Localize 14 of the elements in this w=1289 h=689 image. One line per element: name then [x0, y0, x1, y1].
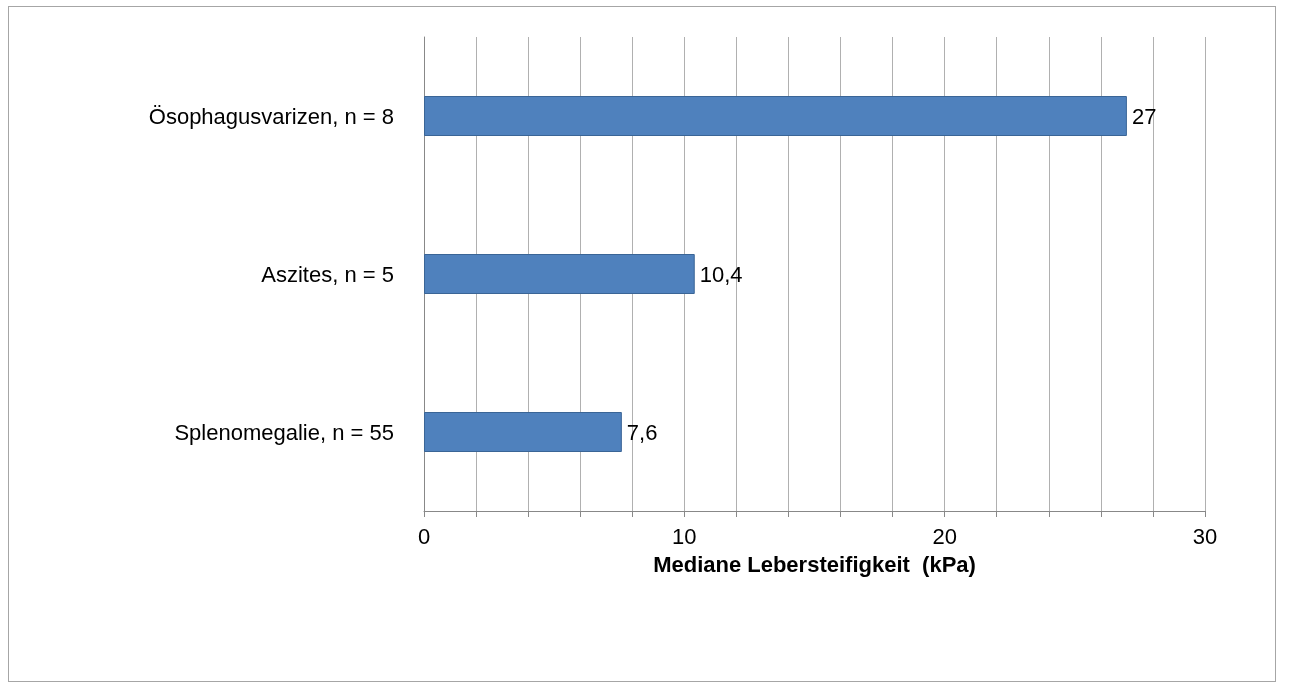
x-tick-label: 10 — [672, 523, 697, 549]
bar — [424, 96, 1127, 136]
x-axis-title: Mediane Lebersteifigkeit (kPa) — [653, 551, 976, 577]
x-tick-label: 20 — [932, 523, 957, 549]
data-label: 7,6 — [626, 419, 658, 445]
x-tick-label: 0 — [417, 523, 431, 549]
y-tick-label: Aszites, n = 5 — [261, 261, 394, 287]
y-tick-label: Splenomegalie, n = 55 — [174, 419, 394, 445]
y-tick-label: Ösophagusvarizen, n = 8 — [148, 103, 394, 129]
x-tick-label: 30 — [1192, 523, 1218, 549]
data-label: 10,4 — [699, 261, 743, 287]
data-label: 27 — [1131, 103, 1157, 129]
bar — [424, 412, 622, 452]
bar — [424, 254, 695, 294]
